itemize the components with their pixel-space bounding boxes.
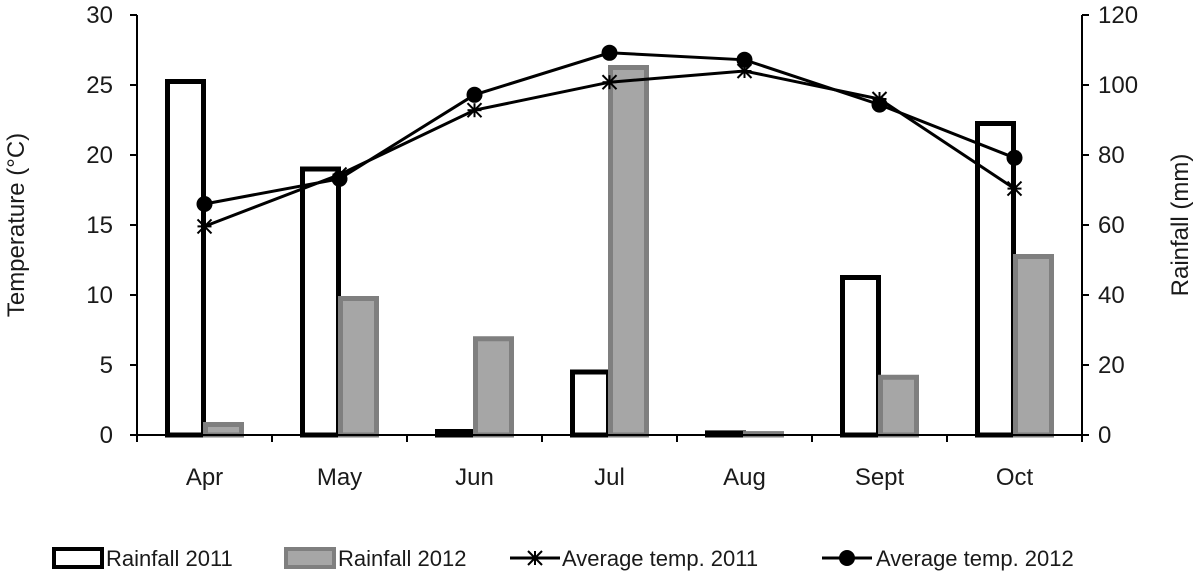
asterisk-stroke xyxy=(466,102,483,118)
point-avg-temp-2012-may xyxy=(331,170,348,187)
bar-rainfall-2011-apr xyxy=(165,79,206,438)
y-left-tick-label: 30 xyxy=(86,2,113,29)
x-tick-label: Sept xyxy=(855,464,905,491)
point-avg-temp-2012-oct xyxy=(1006,149,1023,166)
y-axis-right-title: Rainfall (mm) xyxy=(1167,154,1194,297)
y-right-tick-label: 100 xyxy=(1098,72,1138,99)
legend-swatch-rainfall-2011 xyxy=(52,547,104,569)
point-avg-temp-2011-jul xyxy=(601,74,618,90)
y-left-tick-label: 15 xyxy=(86,212,113,239)
point-avg-temp-2012-apr xyxy=(196,196,213,212)
asterisk-stroke xyxy=(601,74,618,90)
bar-rainfall-2011-oct xyxy=(975,121,1016,438)
asterisk-stroke xyxy=(736,63,753,79)
legend-marker-avg-temp-2011 xyxy=(527,550,543,566)
y-right-tick-label: 40 xyxy=(1098,282,1125,309)
bar-rainfall-2012-oct xyxy=(1013,254,1054,438)
y-right-tick-label: 80 xyxy=(1098,142,1125,169)
x-tick-label: Jun xyxy=(455,464,494,491)
legend-swatch-rainfall-2012 xyxy=(284,547,336,569)
x-tick-label: Apr xyxy=(186,464,223,491)
bar-rainfall-2012-sept xyxy=(878,374,919,438)
y-left-tick-label: 0 xyxy=(100,422,113,449)
x-tick-label: Jul xyxy=(594,464,625,491)
point-avg-temp-2012-aug xyxy=(736,51,753,68)
bar-rainfall-2012-apr xyxy=(203,422,244,438)
legend-label-rainfall-2012: Rainfall 2012 xyxy=(338,546,466,571)
legend-label-rainfall-2011: Rainfall 2011 xyxy=(106,546,233,571)
y-axis-left-title: Temperature (°C) xyxy=(3,133,30,317)
y-right-tick-label: 60 xyxy=(1098,212,1125,239)
point-avg-temp-2011-apr xyxy=(196,218,213,235)
point-avg-temp-2012-jul xyxy=(601,44,618,61)
bar-rainfall-2012-may xyxy=(338,296,379,438)
point-avg-temp-2011-oct xyxy=(1006,180,1023,197)
legend-label-avg-temp-2011: Average temp. 2011 xyxy=(562,546,758,571)
bar-rainfall-2011-sept xyxy=(840,275,881,438)
asterisk-stroke xyxy=(196,218,213,235)
point-avg-temp-2012-jun xyxy=(466,86,483,103)
y-right-tick-label: 0 xyxy=(1098,422,1111,449)
legend-marker-avg-temp-2012 xyxy=(839,550,855,566)
asterisk-stroke xyxy=(527,550,543,566)
y-left-tick-label: 5 xyxy=(100,352,113,379)
point-avg-temp-2011-jun xyxy=(466,102,483,118)
y-left-tick-label: 20 xyxy=(86,142,113,169)
y-right-tick-label: 120 xyxy=(1098,2,1138,29)
x-tick-label: Aug xyxy=(723,464,766,491)
bar-rainfall-2012-jun xyxy=(473,336,514,438)
y-left-tick-label: 25 xyxy=(86,72,113,99)
legend-label-avg-temp-2012: Average temp. 2012 xyxy=(876,546,1074,571)
y-left-tick-label: 10 xyxy=(86,282,113,309)
bar-rainfall-2011-jul xyxy=(570,369,611,438)
point-avg-temp-2012-sept xyxy=(871,96,888,113)
y-right-tick-label: 20 xyxy=(1098,352,1125,379)
x-tick-label: May xyxy=(317,464,362,491)
x-tick-label: Oct xyxy=(996,464,1034,491)
asterisk-stroke xyxy=(1006,180,1023,197)
bar-rainfall-2012-jul xyxy=(608,65,649,438)
bar-rainfall-2011-may xyxy=(300,166,341,438)
